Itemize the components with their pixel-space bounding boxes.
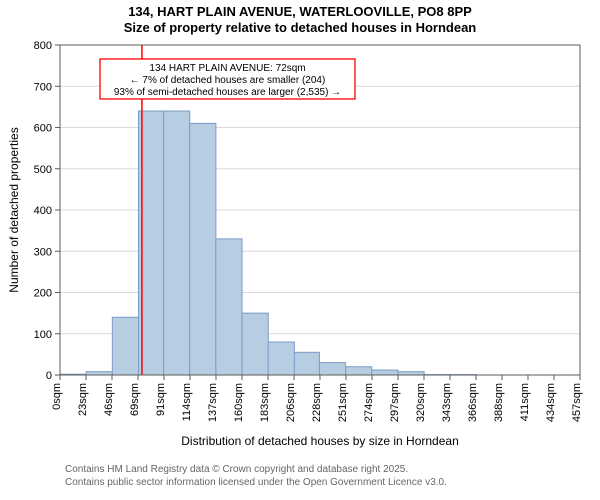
- x-tick-label: 206sqm: [285, 383, 297, 422]
- histogram-bar: [346, 367, 372, 375]
- annotation-line2: ← 7% of detached houses are smaller (204…: [130, 75, 326, 86]
- histogram-bar: [294, 352, 319, 375]
- histogram-bar: [112, 317, 138, 375]
- histogram-bar: [372, 370, 398, 375]
- x-tick-label: 366sqm: [467, 383, 479, 422]
- x-tick-label: 457sqm: [571, 383, 583, 422]
- x-tick-label: 228sqm: [311, 383, 323, 422]
- y-tick-label: 0: [46, 370, 52, 382]
- x-tick-label: 69sqm: [129, 383, 141, 416]
- y-tick-label: 800: [34, 40, 52, 52]
- footer-line1: Contains HM Land Registry data © Crown c…: [65, 464, 408, 475]
- x-tick-label: 91sqm: [155, 383, 167, 416]
- y-axis-label: Number of detached properties: [7, 127, 21, 292]
- histogram-bar: [268, 342, 294, 375]
- histogram-bar: [190, 123, 216, 375]
- histogram-chart: 134, HART PLAIN AVENUE, WATERLOOVILLE, P…: [0, 0, 600, 500]
- chart-title-line1: 134, HART PLAIN AVENUE, WATERLOOVILLE, P…: [128, 4, 472, 19]
- histogram-bar: [164, 111, 190, 375]
- histogram-bar: [319, 363, 345, 375]
- x-tick-label: 388sqm: [493, 383, 505, 422]
- x-tick-label: 137sqm: [207, 383, 219, 422]
- y-tick-label: 100: [34, 329, 52, 341]
- histogram-bar: [242, 313, 268, 375]
- x-tick-label: 23sqm: [77, 383, 89, 416]
- y-tick-label: 600: [34, 123, 52, 135]
- chart-title-line2: Size of property relative to detached ho…: [124, 20, 477, 35]
- x-tick-label: 434sqm: [545, 383, 557, 422]
- x-tick-label: 274sqm: [363, 383, 375, 422]
- x-tick-label: 297sqm: [389, 383, 401, 422]
- y-tick-label: 700: [34, 81, 52, 93]
- x-tick-label: 183sqm: [259, 383, 271, 422]
- x-axis-label: Distribution of detached houses by size …: [181, 434, 459, 448]
- x-tick-label: 160sqm: [233, 383, 245, 422]
- footer-line2: Contains public sector information licen…: [65, 477, 447, 488]
- histogram-bar: [216, 239, 242, 375]
- chart-svg: 134, HART PLAIN AVENUE, WATERLOOVILLE, P…: [0, 0, 600, 500]
- annotation-line3: 93% of semi-detached houses are larger (…: [114, 87, 341, 98]
- x-tick-label: 251sqm: [337, 383, 349, 422]
- y-tick-label: 400: [34, 205, 52, 217]
- y-tick-label: 200: [34, 288, 52, 300]
- x-tick-label: 320sqm: [415, 383, 427, 422]
- x-tick-label: 46sqm: [103, 383, 115, 416]
- x-tick-label: 343sqm: [441, 383, 453, 422]
- x-tick-label: 0sqm: [51, 383, 63, 410]
- y-tick-label: 300: [34, 246, 52, 258]
- annotation-line1: 134 HART PLAIN AVENUE: 72sqm: [149, 63, 305, 74]
- x-tick-label: 411sqm: [519, 383, 531, 421]
- x-tick-label: 114sqm: [181, 383, 193, 421]
- y-tick-label: 500: [34, 164, 52, 176]
